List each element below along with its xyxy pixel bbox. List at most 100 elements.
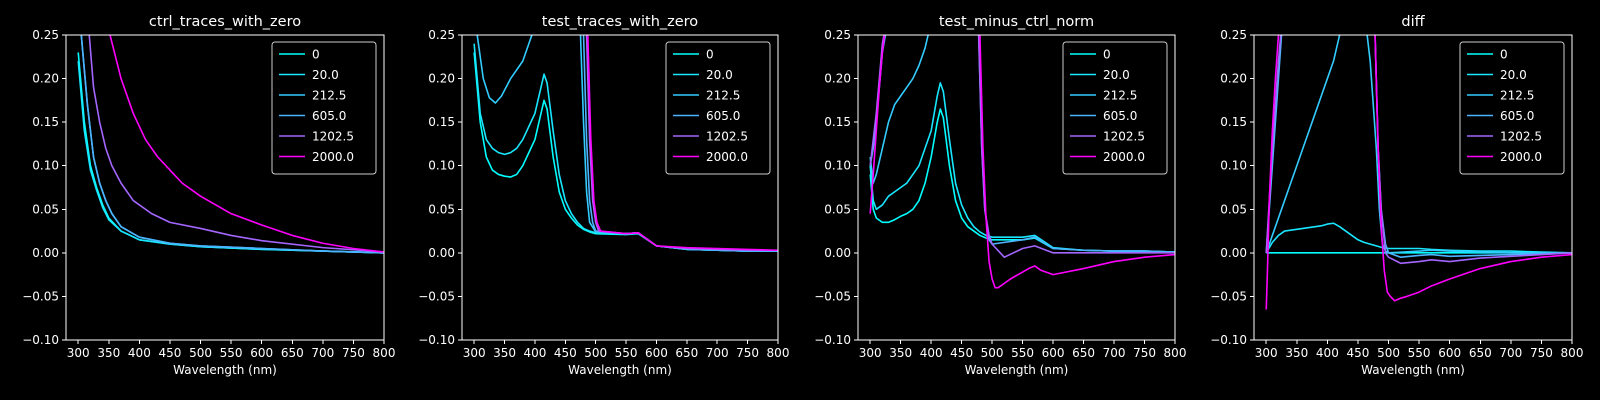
x-tick-label: 700 <box>1103 346 1126 360</box>
y-tick-label: 0.10 <box>428 159 455 173</box>
x-tick-label: 650 <box>281 346 304 360</box>
y-tick-label: 0.25 <box>1220 28 1247 42</box>
chart-title: test_minus_ctrl_norm <box>939 14 1094 30</box>
chart-title: test_traces_with_zero <box>542 14 699 30</box>
chart-panel-2: test_traces_with_zero 300 350 400 450 500 550 6… <box>418 14 790 377</box>
x-tick-label: 400 <box>128 346 151 360</box>
y-tick-label: 0.00 <box>428 246 455 260</box>
x-tick-label: 550 <box>615 346 638 360</box>
x-tick-label: 800 <box>767 346 790 360</box>
x-tick-label: 700 <box>311 346 334 360</box>
legend-label: 1202.5 <box>1500 130 1542 144</box>
legend-label: 1202.5 <box>706 130 748 144</box>
axes-frame <box>461 34 779 341</box>
series-line-6 <box>869 35 1175 289</box>
x-tick-label: 750 <box>1133 346 1156 360</box>
y-tick-label: 0.25 <box>428 28 455 42</box>
y-tick-label: 0.05 <box>428 202 455 216</box>
x-tick-label: 350 <box>97 346 120 360</box>
y-tick-label: 0.20 <box>32 72 59 86</box>
axes-frame <box>857 34 1176 341</box>
x-tick-label: 450 <box>1347 346 1370 360</box>
x-tick-label: 600 <box>1042 346 1065 360</box>
x-axis: 300 350 400 450 500 550 600 650 700 750 800 <box>859 340 1186 360</box>
legend-label: 20.0 <box>1500 68 1527 82</box>
x-axis-label: Wavelength (nm) <box>1361 363 1465 377</box>
legend-label: 0 <box>1103 48 1111 62</box>
legend-label: 0 <box>1500 48 1508 62</box>
y-tick-label: 0.20 <box>824 72 851 86</box>
series-line-5 <box>585 35 778 252</box>
legend: 0 20.0 212.5 605.0 1202.5 2000.0 <box>271 41 377 175</box>
x-tick-label: 600 <box>250 346 273 360</box>
x-axis-label: Wavelength (nm) <box>173 363 277 377</box>
y-tick-label: 0.10 <box>824 159 851 173</box>
legend-label: 20.0 <box>1103 68 1130 82</box>
y-tick-label: 0.00 <box>32 246 59 260</box>
y-tick-label: −0.10 <box>418 333 455 347</box>
y-tick-label: 0.05 <box>32 202 59 216</box>
legend-label: 2000.0 <box>1500 150 1542 164</box>
legend-label: 1202.5 <box>312 130 354 144</box>
series-group <box>473 35 778 252</box>
x-axis-label: Wavelength (nm) <box>965 363 1069 377</box>
x-tick-label: 300 <box>67 346 90 360</box>
series-group <box>1265 35 1572 310</box>
x-tick-label: 600 <box>1438 346 1461 360</box>
x-tick-label: 700 <box>1499 346 1522 360</box>
x-axis: 300 350 400 450 500 550 600 650 700 750 800 <box>67 340 395 360</box>
x-tick-label: 400 <box>920 346 943 360</box>
x-tick-label: 350 <box>493 346 516 360</box>
x-tick-label: 300 <box>1255 346 1278 360</box>
x-tick-label: 750 <box>1530 346 1553 360</box>
x-axis: 300 350 400 450 500 550 600 650 700 750 800 <box>463 340 790 360</box>
x-tick-label: 300 <box>463 346 486 360</box>
y-tick-label: 0.25 <box>824 28 851 42</box>
y-tick-label: 0.25 <box>32 28 59 42</box>
y-tick-label: 0.00 <box>824 246 851 260</box>
x-tick-label: 450 <box>159 346 182 360</box>
y-tick-label: 0.20 <box>1220 72 1247 86</box>
x-tick-label: 500 <box>981 346 1004 360</box>
legend-label: 212.5 <box>312 89 346 103</box>
legend-label: 605.0 <box>706 109 740 123</box>
y-tick-label: 0.15 <box>428 115 455 129</box>
x-tick-label: 300 <box>859 346 882 360</box>
series-line-3 <box>1265 35 1572 254</box>
series-line-3 <box>869 35 929 184</box>
series-line-2 <box>869 82 1175 253</box>
series-line-6 <box>1265 35 1572 310</box>
x-axis-label: Wavelength (nm) <box>568 363 672 377</box>
x-tick-label: 550 <box>1408 346 1431 360</box>
series-line-2 <box>1265 222 1572 254</box>
y-tick-label: 0.15 <box>32 115 59 129</box>
y-axis: 0.25 0.20 0.15 0.10 0.05 0.00 −0.05 −0.10 <box>22 28 66 347</box>
y-tick-label: −0.10 <box>1210 333 1247 347</box>
chart-title: ctrl_traces_with_zero <box>149 14 301 30</box>
series-group <box>869 35 1175 289</box>
legend-label: 2000.0 <box>706 150 748 164</box>
x-tick-label: 500 <box>1377 346 1400 360</box>
series-line-6 <box>586 35 778 252</box>
y-axis: 0.25 0.20 0.15 0.10 0.05 0.00 −0.05 −0.10 <box>814 28 858 347</box>
series-line-2 <box>77 61 384 254</box>
x-tick-label: 700 <box>706 346 729 360</box>
series-line-4 <box>80 35 384 254</box>
x-tick-label: 800 <box>1561 346 1584 360</box>
legend-label: 212.5 <box>1103 89 1137 103</box>
series-line-6 <box>109 35 384 253</box>
x-tick-label: 500 <box>189 346 212 360</box>
y-tick-label: −0.05 <box>1210 289 1247 303</box>
y-tick-label: 0.10 <box>32 159 59 173</box>
legend-label: 0 <box>706 48 714 62</box>
chart-title: diff <box>1401 14 1425 30</box>
x-tick-label: 750 <box>342 346 365 360</box>
chart-panel-3: test_minus_ctrl_norm 300 350 400 450 500 550 60… <box>814 14 1186 377</box>
x-tick-label: 350 <box>889 346 912 360</box>
x-tick-label: 750 <box>736 346 759 360</box>
axes-frame <box>1253 34 1573 341</box>
series-group <box>77 35 384 254</box>
x-tick-label: 650 <box>675 346 698 360</box>
